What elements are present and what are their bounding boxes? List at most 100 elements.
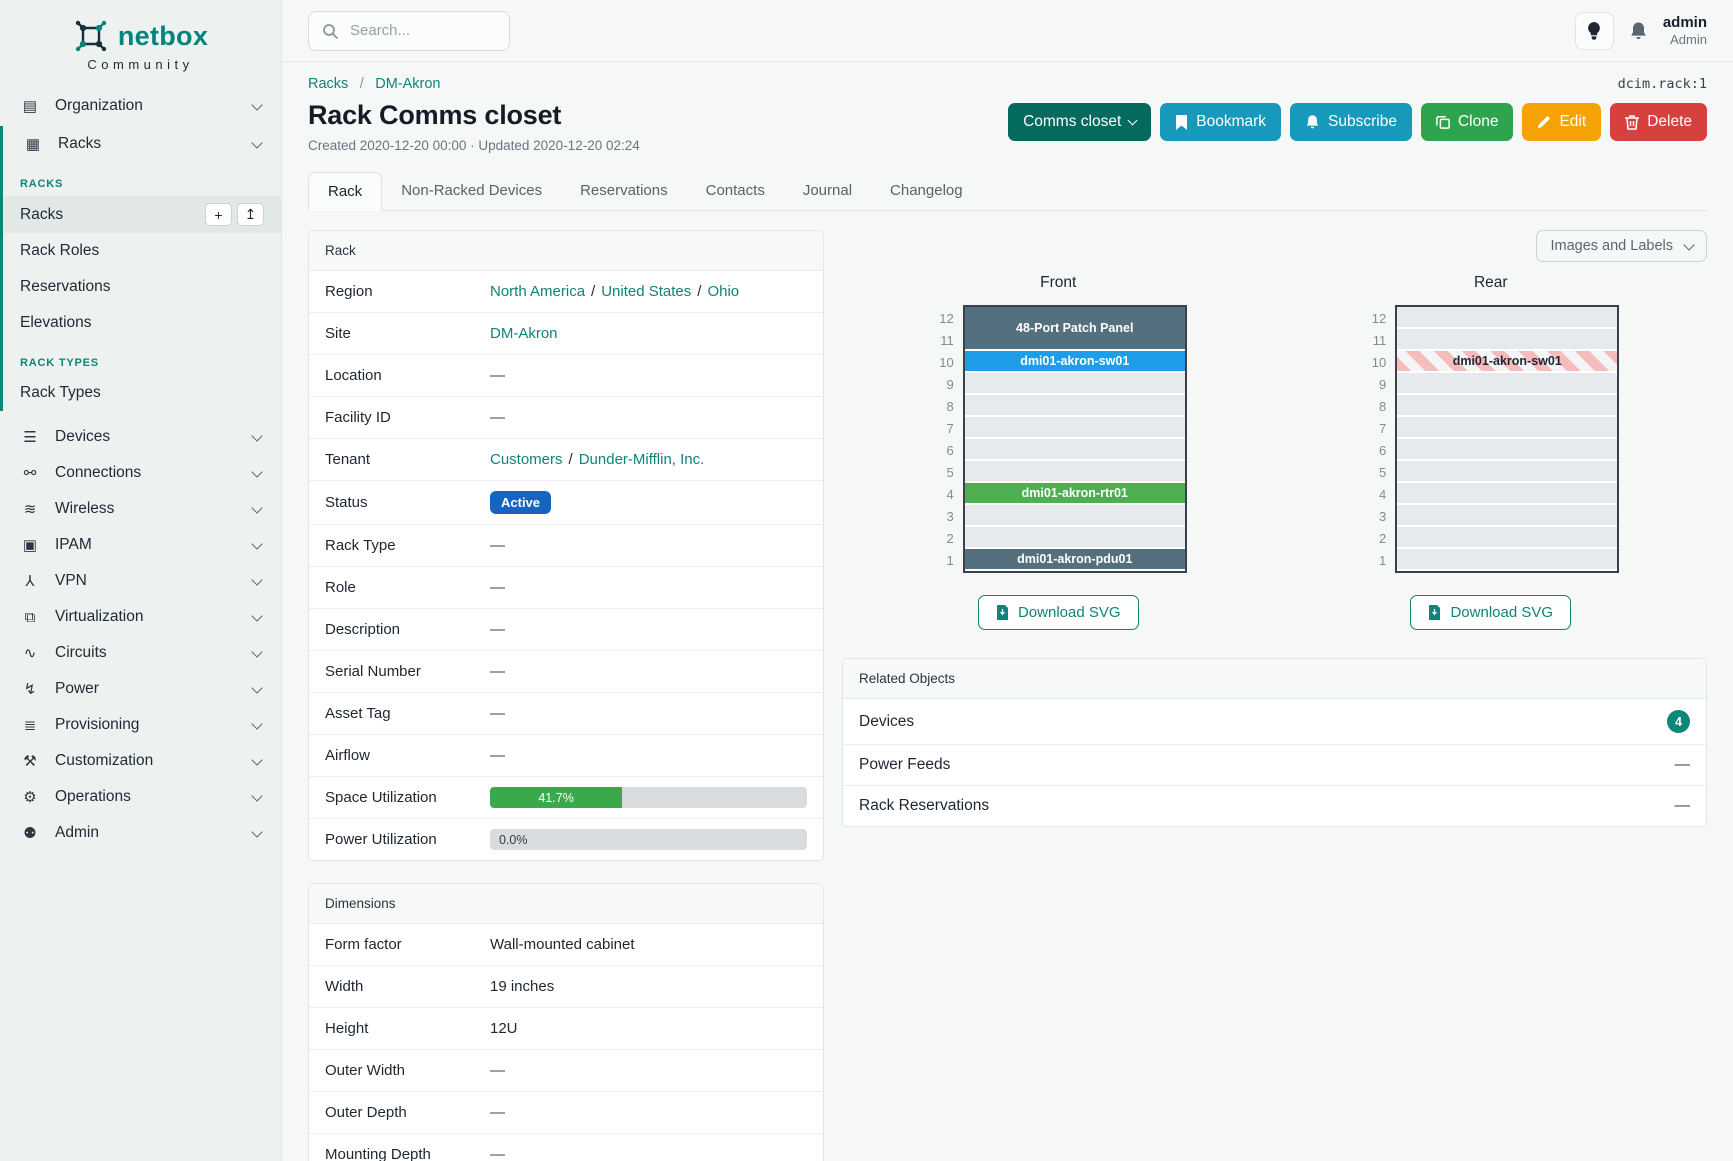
sidebar-link-reservations[interactable]: Reservations: [3, 269, 281, 305]
rear-elevation: Rear 12 11 10 9 8 7 6 5 4 3 2 1 dmi01-akron-sw01 Downl…: [1275, 274, 1708, 630]
bookmark-button[interactable]: Bookmark: [1160, 103, 1282, 141]
import-button[interactable]: ↥: [237, 203, 264, 226]
topbar-right: admin Admin: [1574, 11, 1707, 50]
related-objects-panel: Related Objects Devices 4 Power Feeds — Rack…: [842, 658, 1707, 827]
rack-unit-empty[interactable]: [1397, 307, 1618, 327]
sidebar-item-connections[interactable]: ⚯ Connections: [0, 455, 281, 491]
clone-button[interactable]: Clone: [1420, 103, 1514, 141]
subscribe-button[interactable]: Subscribe: [1290, 103, 1412, 141]
field-value: —: [490, 409, 807, 426]
rack-device-dmi01-akron-sw01[interactable]: dmi01-akron-sw01: [964, 351, 1185, 371]
tab-non-racked-devices[interactable]: Non-Racked Devices: [401, 182, 543, 199]
building-icon: ▤: [22, 98, 38, 115]
rack-unit-empty[interactable]: [964, 439, 1185, 459]
search-box[interactable]: [308, 10, 510, 51]
rack-unit-empty[interactable]: [964, 395, 1185, 415]
rack-unit-empty[interactable]: [1397, 373, 1618, 393]
sidebar-link-racks[interactable]: Racks + ↥: [3, 196, 281, 233]
value-link[interactable]: North America: [490, 283, 586, 300]
rack-unit-empty[interactable]: [964, 505, 1185, 525]
rack-unit-empty[interactable]: [964, 373, 1185, 393]
rack-unit-empty[interactable]: [964, 527, 1185, 547]
tab-rack[interactable]: Rack: [308, 172, 383, 211]
rack-unit-numbers: 12 11 10 9 8 7 6 5 4 3 2 1: [930, 305, 954, 573]
download-svg-button-rear[interactable]: Download SVG: [1410, 595, 1572, 630]
empty-value: —: [490, 621, 505, 638]
rack-unit-empty[interactable]: [1397, 527, 1618, 547]
value-link[interactable]: United States: [601, 283, 692, 300]
notifications-button[interactable]: [1629, 21, 1648, 41]
sidebar-item-organization[interactable]: ▤ Organization: [0, 88, 281, 124]
rack-unit-empty[interactable]: [1397, 395, 1618, 415]
tab-journal[interactable]: Journal: [802, 182, 853, 199]
add-button[interactable]: +: [205, 203, 232, 226]
value-link[interactable]: Ohio: [707, 283, 740, 300]
rack-device-dmi01-akron-pdu01[interactable]: dmi01-akron-pdu01: [964, 549, 1185, 569]
rack-unit-empty[interactable]: [1397, 483, 1618, 503]
rack-unit-empty[interactable]: [1397, 549, 1618, 569]
sidebar-item-vpn[interactable]: ⅄ VPN: [0, 563, 281, 599]
tab-reservations[interactable]: Reservations: [580, 182, 668, 199]
action-buttons: Comms closet Bookmark Subscribe: [1008, 103, 1707, 141]
sidebar-item-customization[interactable]: ⚒ Customization: [0, 743, 281, 779]
edit-button[interactable]: Edit: [1522, 103, 1602, 141]
rack-unit-empty[interactable]: [1397, 329, 1618, 349]
related-row-power-feeds[interactable]: Power Feeds —: [843, 745, 1706, 786]
breadcrumb-link-racks[interactable]: Racks: [308, 76, 349, 92]
value-link[interactable]: Dunder-Mifflin, Inc.: [578, 451, 705, 468]
breadcrumb-separator: /: [359, 76, 364, 92]
netbox-logo[interactable]: netbox Community: [0, 12, 281, 88]
rack-unit-empty[interactable]: [964, 417, 1185, 437]
theme-toggle-button[interactable]: [1574, 11, 1614, 50]
field-row: Description —: [309, 609, 823, 651]
unit-number: 12: [1371, 310, 1387, 326]
tab-changelog[interactable]: Changelog: [890, 182, 963, 199]
rack-unit-empty[interactable]: [1397, 417, 1618, 437]
netbox-logo-icon: [75, 20, 107, 52]
rack-device-dmi01-akron-rtr01[interactable]: dmi01-akron-rtr01: [964, 483, 1185, 503]
value-text: 19 inches: [490, 978, 555, 995]
circuit-icon: ∿: [23, 645, 37, 662]
user-menu[interactable]: admin Admin: [1663, 14, 1707, 48]
rack-unit-empty[interactable]: [1397, 461, 1618, 481]
sidebar-item-label: Wireless: [55, 500, 115, 517]
sidebar-item-operations[interactable]: ⚙ Operations: [0, 779, 281, 815]
sidebar-item-ipam[interactable]: ▣ IPAM: [0, 527, 281, 563]
unit-number: 12: [939, 310, 954, 326]
breadcrumb-link-site[interactable]: DM-Akron: [375, 76, 441, 92]
sidebar-item-provisioning[interactable]: ≣ Provisioning: [0, 707, 281, 743]
delete-label: Delete: [1647, 113, 1692, 130]
comms-closet-dropdown-button[interactable]: Comms closet: [1008, 103, 1152, 141]
value-link[interactable]: Customers: [490, 451, 563, 468]
sidebar-item-devices[interactable]: ☰ Devices: [0, 419, 281, 455]
sidebar-link-elevations[interactable]: Elevations: [3, 305, 281, 341]
related-row-devices[interactable]: Devices 4: [843, 699, 1706, 745]
search-input[interactable]: [348, 21, 496, 40]
value-link[interactable]: DM-Akron: [490, 325, 558, 342]
chevron-down-icon: [251, 789, 263, 802]
sidebar-item-virtualization[interactable]: ⧉ Virtualization: [0, 599, 281, 635]
tab-contacts[interactable]: Contacts: [705, 182, 765, 199]
rack-unit-empty[interactable]: [1397, 505, 1618, 525]
images-labels-select[interactable]: Images and Labels: [1536, 230, 1707, 262]
download-svg-button-front[interactable]: Download SVG: [977, 595, 1139, 630]
sidebar-link-rack-types[interactable]: Rack Types: [3, 375, 281, 411]
bell-icon: [1631, 22, 1646, 39]
sidebar-link-rack-roles[interactable]: Rack Roles: [3, 233, 281, 269]
sidebar-item-wireless[interactable]: ≋ Wireless: [0, 491, 281, 527]
sidebar-item-power[interactable]: ↯ Power: [0, 671, 281, 707]
sidebar-item-racks[interactable]: ▦ Racks: [3, 126, 281, 162]
rack-unit-empty[interactable]: [1397, 439, 1618, 459]
sidebar-item-label: Connections: [55, 464, 142, 481]
rack-device-48-port-patch-panel[interactable]: 48-Port Patch Panel: [964, 307, 1185, 349]
delete-button[interactable]: Delete: [1610, 103, 1707, 141]
rack-device-dmi01-akron-sw01[interactable]: dmi01-akron-sw01: [1397, 351, 1618, 371]
rack-unit-empty[interactable]: [964, 461, 1185, 481]
sidebar-item-admin[interactable]: ⚉ Admin: [0, 815, 281, 851]
download-svg-label: Download SVG: [1017, 604, 1121, 621]
related-row-rack-reservations[interactable]: Rack Reservations —: [843, 786, 1706, 826]
sidebar-link-label: Racks: [20, 205, 64, 223]
unit-number: 1: [1379, 552, 1387, 568]
sidebar-item-circuits[interactable]: ∿ Circuits: [0, 635, 281, 671]
